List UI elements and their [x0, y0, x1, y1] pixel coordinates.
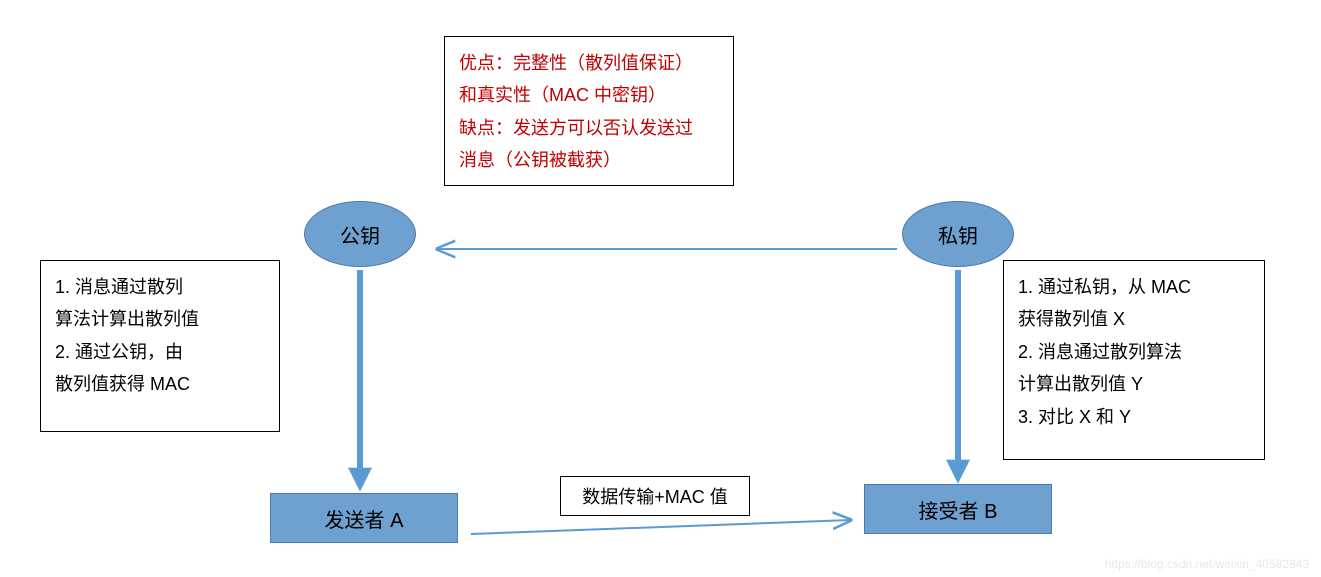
private-key-label: 私钥: [938, 220, 978, 249]
receiver-step-2b: 计算出散列值 Y: [1018, 368, 1250, 400]
public-key-node: 公钥: [304, 201, 416, 267]
receiver-step-3: 3. 对比 X 和 Y: [1018, 401, 1250, 433]
receiver-b-label: 接受者 B: [919, 495, 998, 524]
arrow-data-flow: [471, 520, 851, 534]
sender-a-node: 发送者 A: [270, 493, 458, 543]
sender-step-1a: 1. 消息通过散列: [55, 271, 265, 303]
notes-line2: 和真实性（MAC 中密钥）: [459, 79, 719, 111]
watermark-text: https://blog.csdn.net/weixin_40582843: [1105, 557, 1309, 571]
notes-line1: 优点：完整性（散列值保证）: [459, 47, 719, 79]
receiver-steps-box: 1. 通过私钥，从 MAC 获得散列值 X 2. 消息通过散列算法 计算出散列值…: [1003, 260, 1265, 460]
receiver-step-1b: 获得散列值 X: [1018, 303, 1250, 335]
sender-step-2a: 2. 通过公钥，由: [55, 336, 265, 368]
notes-box: 优点：完整性（散列值保证） 和真实性（MAC 中密钥） 缺点：发送方可以否认发送…: [444, 36, 734, 186]
sender-step-2b: 散列值获得 MAC: [55, 368, 265, 400]
receiver-b-node: 接受者 B: [864, 484, 1052, 534]
public-key-label: 公钥: [340, 220, 380, 249]
transmission-label: 数据传输+MAC 值: [582, 483, 728, 509]
sender-step-1b: 算法计算出散列值: [55, 303, 265, 335]
transmission-label-box: 数据传输+MAC 值: [560, 476, 750, 516]
sender-a-label: 发送者 A: [325, 504, 404, 533]
receiver-step-2a: 2. 消息通过散列算法: [1018, 336, 1250, 368]
private-key-node: 私钥: [902, 201, 1014, 267]
notes-line4: 消息（公钥被截获）: [459, 144, 719, 176]
sender-steps-box: 1. 消息通过散列 算法计算出散列值 2. 通过公钥，由 散列值获得 MAC: [40, 260, 280, 432]
receiver-step-1a: 1. 通过私钥，从 MAC: [1018, 271, 1250, 303]
notes-line3: 缺点：发送方可以否认发送过: [459, 112, 719, 144]
